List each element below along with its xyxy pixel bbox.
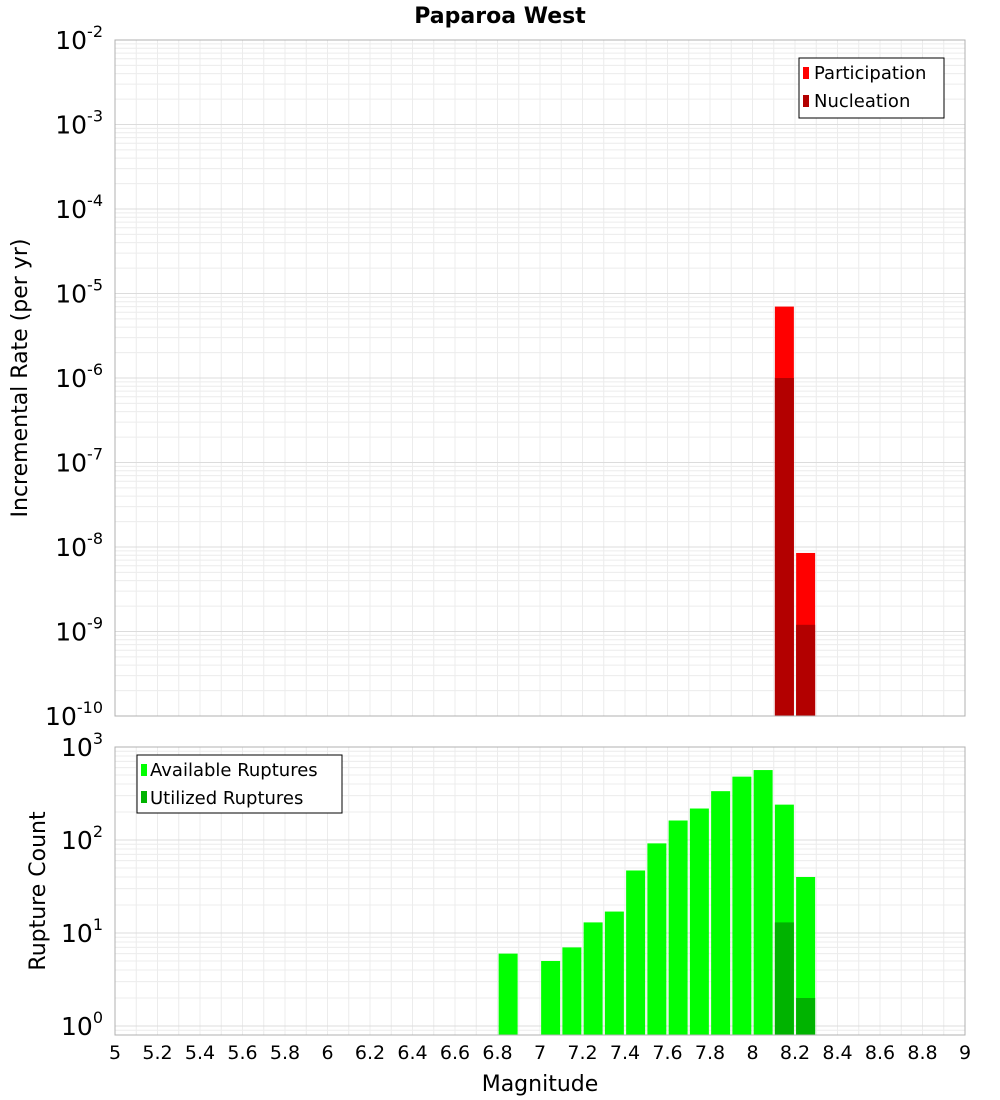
participation-legend-swatch <box>803 67 809 79</box>
available-ruptures-bar <box>796 877 816 1035</box>
x-tick-label: 7 <box>534 1042 546 1064</box>
x-tick-label: 9 <box>959 1042 971 1064</box>
x-axis-label: Magnitude <box>482 1072 599 1097</box>
count-bars <box>498 770 816 1035</box>
available-ruptures-bar <box>647 843 667 1035</box>
x-tick-label: 8 <box>746 1042 758 1064</box>
nucleation-bar <box>796 624 816 716</box>
count-y-axis-label: Rupture Count <box>26 811 51 971</box>
count-legend: Available Ruptures Utilized Ruptures <box>136 754 343 814</box>
x-tick-label: 5 <box>109 1042 121 1064</box>
rupture-count-panel: 103 102 101 100 5 5.2 5.4 5.6 5.8 6 6.2 6.4 6.6 6.8 7… <box>26 729 971 1097</box>
utilized-ruptures-bar <box>796 997 816 1035</box>
available-legend-label: Available Ruptures <box>150 760 318 781</box>
x-tick-label: 6.4 <box>397 1042 427 1064</box>
count-y-tick-label: 103 <box>61 729 103 762</box>
x-tick-label: 6.6 <box>440 1042 470 1064</box>
rate-y-tick-label: 10-6 <box>55 360 103 393</box>
available-ruptures-bar <box>583 922 603 1035</box>
available-ruptures-bar <box>711 791 731 1035</box>
participation-legend-label: Participation <box>814 63 926 84</box>
x-tick-label: 8.2 <box>780 1042 810 1064</box>
nucleation-legend-swatch <box>803 95 809 107</box>
rate-plot-frame <box>114 39 966 717</box>
utilized-ruptures-bar <box>774 922 794 1035</box>
count-y-tick-label: 102 <box>61 822 103 855</box>
rate-y-tick-label: 10-10 <box>45 698 103 731</box>
x-tick-label: 5.6 <box>227 1042 257 1064</box>
x-tick-label: 5.8 <box>270 1042 300 1064</box>
rate-bars <box>774 306 816 716</box>
rate-y-tick-label: 10-5 <box>55 276 103 309</box>
rate-panel: 10-2 10-3 10-4 10-5 10-6 10-7 10-8 10-9 10-10 In… <box>8 22 966 731</box>
rate-y-tick-labels: 10-2 10-3 10-4 10-5 10-6 10-7 10-8 10-9 10-10 <box>45 22 103 731</box>
count-y-tick-label: 101 <box>61 915 103 948</box>
rate-legend: Participation Nucleation <box>798 57 945 119</box>
utilized-legend-swatch <box>141 791 147 803</box>
rate-gridlines <box>114 40 966 717</box>
available-ruptures-bar <box>753 770 773 1035</box>
rate-legend-box <box>798 57 945 119</box>
x-tick-label: 6 <box>321 1042 333 1064</box>
x-tick-label: 6.2 <box>355 1042 385 1064</box>
available-ruptures-bar <box>498 953 518 1035</box>
rate-y-tick-label: 10-9 <box>55 614 103 647</box>
rate-y-tick-label: 10-4 <box>55 191 103 224</box>
x-tick-label: 7.4 <box>610 1042 640 1064</box>
x-tick-label: 8.6 <box>865 1042 895 1064</box>
available-ruptures-bar <box>668 820 688 1035</box>
nucleation-bar <box>774 378 794 716</box>
chart-title: Paparoa West <box>414 4 586 29</box>
rate-y-tick-label: 10-8 <box>55 529 103 562</box>
available-ruptures-bar <box>604 911 624 1035</box>
x-tick-label: 5.2 <box>142 1042 172 1064</box>
x-tick-label: 7.8 <box>695 1042 725 1064</box>
available-ruptures-bar <box>626 870 646 1035</box>
rate-y-tick-label: 10-2 <box>55 22 103 55</box>
rate-y-tick-label: 10-7 <box>55 445 103 478</box>
x-tick-label: 6.8 <box>482 1042 512 1064</box>
available-ruptures-bar <box>541 960 561 1035</box>
nucleation-legend-label: Nucleation <box>814 91 910 112</box>
rate-y-axis-label: Incremental Rate (per yr) <box>8 239 33 518</box>
available-legend-swatch <box>141 764 147 776</box>
x-tick-label: 7.2 <box>567 1042 597 1064</box>
available-ruptures-bar <box>562 947 582 1035</box>
x-tick-label: 8.8 <box>907 1042 937 1064</box>
count-legend-box <box>136 754 343 814</box>
available-ruptures-bar <box>732 776 752 1035</box>
available-ruptures-bar <box>689 808 709 1035</box>
x-tick-label: 7.6 <box>652 1042 682 1064</box>
count-plot-frame <box>114 746 966 1036</box>
magnitude-x-tick-labels: 5 5.2 5.4 5.6 5.8 6 6.2 6.4 6.6 6.8 7 7.2 7.4 7.6 7.8 8… <box>109 1042 971 1064</box>
count-y-tick-labels: 103 102 101 100 <box>61 729 103 1041</box>
rate-y-tick-label: 10-3 <box>55 107 103 140</box>
utilized-legend-label: Utilized Ruptures <box>150 788 303 809</box>
x-tick-label: 8.4 <box>822 1042 852 1064</box>
x-tick-label: 5.4 <box>185 1042 215 1064</box>
count-y-tick-label: 100 <box>61 1008 103 1041</box>
